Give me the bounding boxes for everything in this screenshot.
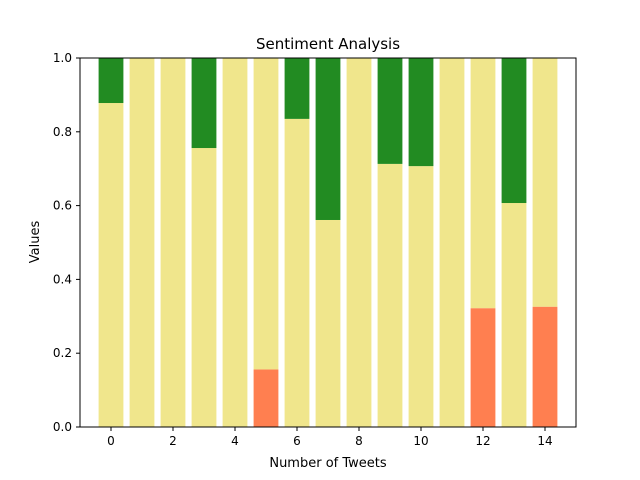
bar-neutral-6 bbox=[284, 118, 310, 427]
bar-positive-7 bbox=[315, 58, 341, 220]
bar-neutral-10 bbox=[408, 166, 434, 427]
y-tick-label: 0.2 bbox=[53, 346, 72, 360]
x-axis-ticks: 0 2 4 6 8 10 12 14 bbox=[107, 427, 553, 448]
x-tick-label: 12 bbox=[475, 434, 490, 448]
bar-negative-14 bbox=[532, 306, 558, 427]
bar-positive-0 bbox=[98, 58, 124, 104]
bars-group bbox=[98, 58, 558, 427]
bar-neutral-4 bbox=[222, 58, 248, 427]
x-tick-label: 14 bbox=[537, 434, 552, 448]
y-tick-label: 0.4 bbox=[53, 272, 72, 286]
y-tick-label: 0.0 bbox=[53, 420, 72, 434]
y-tick-label: 0.8 bbox=[53, 125, 72, 139]
bar-neutral-1 bbox=[129, 58, 155, 427]
x-tick-label: 8 bbox=[355, 434, 363, 448]
bar-positive-9 bbox=[377, 58, 403, 164]
bar-negative-5 bbox=[253, 369, 279, 427]
bar-positive-13 bbox=[501, 58, 527, 204]
bar-neutral-9 bbox=[377, 163, 403, 427]
bar-positive-6 bbox=[284, 58, 310, 119]
x-tick-label: 6 bbox=[293, 434, 301, 448]
bar-neutral-0 bbox=[98, 103, 124, 427]
x-tick-label: 2 bbox=[169, 434, 177, 448]
bar-positive-3 bbox=[191, 58, 217, 149]
bar-neutral-5 bbox=[253, 58, 279, 370]
x-tick-label: 4 bbox=[231, 434, 239, 448]
bar-neutral-12 bbox=[470, 58, 496, 309]
x-axis-label: Number of Tweets bbox=[269, 456, 387, 471]
bar-neutral-11 bbox=[439, 58, 465, 427]
bar-neutral-8 bbox=[346, 58, 372, 427]
x-tick-label: 10 bbox=[413, 434, 428, 448]
bar-negative-12 bbox=[470, 308, 496, 427]
bar-neutral-7 bbox=[315, 219, 341, 427]
y-axis-ticks: 0.0 0.2 0.4 0.6 0.8 1.0 bbox=[53, 51, 80, 434]
chart-title: Sentiment Analysis bbox=[256, 35, 400, 53]
y-axis-label: Values bbox=[28, 221, 43, 264]
y-tick-label: 0.6 bbox=[53, 199, 72, 213]
bar-neutral-14 bbox=[532, 58, 558, 307]
plot-frame bbox=[79, 57, 577, 428]
bar-neutral-3 bbox=[191, 148, 217, 427]
bar-neutral-13 bbox=[501, 203, 527, 427]
bar-positive-10 bbox=[408, 58, 434, 167]
x-tick-label: 0 bbox=[107, 434, 115, 448]
y-tick-label: 1.0 bbox=[53, 51, 72, 65]
bar-neutral-2 bbox=[160, 58, 186, 427]
